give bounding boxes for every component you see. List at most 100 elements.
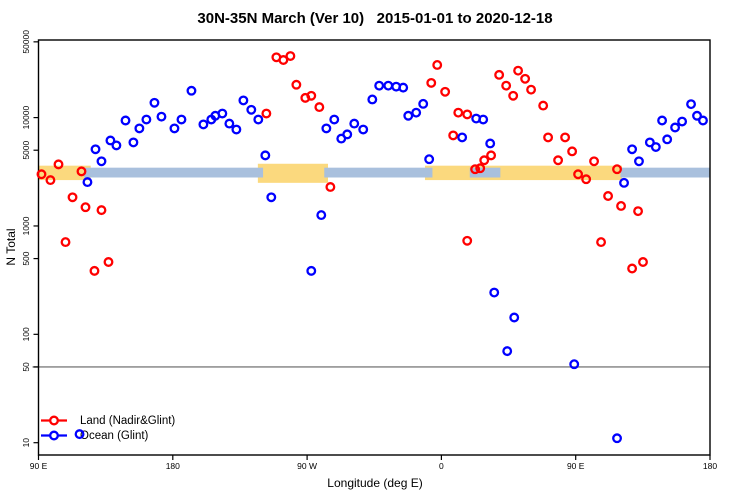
land-point xyxy=(560,132,571,143)
ocean-point xyxy=(424,154,435,165)
land-point xyxy=(432,60,443,70)
ocean-point xyxy=(627,144,638,155)
land-point xyxy=(306,90,317,101)
land-point xyxy=(53,159,64,170)
ocean-point xyxy=(238,95,249,106)
ocean-point xyxy=(489,287,500,298)
land-point xyxy=(633,206,644,217)
land-point xyxy=(553,155,564,166)
ocean-point xyxy=(692,110,702,121)
y-tick-label: 5000 xyxy=(21,140,31,159)
ocean-point xyxy=(96,156,107,167)
ocean-point xyxy=(141,114,152,125)
land-point xyxy=(508,90,519,101)
chart-title: 30N-35N March (Ver 10) 2015-01-01 to 202… xyxy=(197,10,553,27)
land-point xyxy=(526,84,537,95)
land-point xyxy=(543,132,554,143)
land-point xyxy=(67,192,78,203)
land-point xyxy=(627,263,638,274)
y-tick-label: 50 xyxy=(21,362,31,372)
ocean-point xyxy=(509,312,520,323)
ocean-point xyxy=(411,107,422,118)
y-tick-label: 100 xyxy=(21,327,31,341)
land-point xyxy=(36,169,47,180)
land-point xyxy=(96,205,107,216)
x-tick-label: 180 xyxy=(166,461,180,471)
ocean-point xyxy=(329,114,340,125)
ocean-point xyxy=(321,123,332,134)
land-point xyxy=(60,237,71,248)
ocean-point xyxy=(176,114,187,125)
ocean-point xyxy=(650,142,661,152)
ocean-point xyxy=(485,138,496,149)
ocean-point xyxy=(231,124,242,135)
ocean-point xyxy=(398,82,409,93)
ocean-point xyxy=(260,150,271,161)
ocean-point xyxy=(120,115,131,126)
land-point xyxy=(589,156,600,167)
ocean-point xyxy=(342,129,353,140)
x-tick-label: 90 E xyxy=(30,461,48,471)
land-point xyxy=(462,235,473,246)
ocean-point xyxy=(478,114,489,125)
land-point xyxy=(45,175,56,186)
ocean-point xyxy=(677,116,688,127)
land-point xyxy=(285,51,296,61)
legend: Land (Nadir&Glint) Ocean (Glint) xyxy=(40,413,175,443)
land-point xyxy=(612,164,622,175)
land-point xyxy=(538,100,549,111)
ocean-point xyxy=(662,134,673,145)
land-point xyxy=(470,164,481,175)
land-point xyxy=(638,257,648,267)
legend-marker-land xyxy=(41,415,67,426)
ocean-point xyxy=(374,80,385,91)
ocean-point xyxy=(457,132,468,143)
land-point xyxy=(76,166,87,177)
land-point xyxy=(103,257,114,267)
y-tick-label: 50000 xyxy=(21,30,31,54)
ocean-point xyxy=(316,210,327,221)
y-tick-label: 10000 xyxy=(21,106,31,130)
ocean-point xyxy=(74,429,85,440)
legend-marker-ocean xyxy=(41,430,67,441)
land-point xyxy=(453,107,464,118)
ocean-point xyxy=(246,104,257,115)
land-point xyxy=(80,202,91,213)
y-tick-label: 500 xyxy=(21,251,31,265)
land-point xyxy=(325,182,336,192)
land-point xyxy=(494,69,505,80)
land-point xyxy=(520,73,531,84)
x-tick-label: 90 E xyxy=(567,461,585,471)
ocean-point xyxy=(198,119,209,130)
land-point xyxy=(314,102,325,113)
ocean-point xyxy=(169,123,180,134)
ocean-point xyxy=(698,115,708,126)
land-point xyxy=(426,77,437,88)
legend-item-ocean: Ocean (Glint) xyxy=(40,428,175,443)
x-tick-label: 180 xyxy=(703,461,717,471)
ocean-point xyxy=(349,118,360,129)
ocean-point xyxy=(128,137,139,148)
land-point xyxy=(89,265,100,276)
ocean-point xyxy=(82,177,93,188)
x-axis-title: Longitude (deg E) xyxy=(327,476,423,490)
land-point xyxy=(462,109,473,120)
land-point xyxy=(475,163,486,174)
ocean-point xyxy=(224,118,235,129)
land-point xyxy=(603,191,614,201)
x-tick-label: 90 W xyxy=(297,461,317,471)
legend-item-land: Land (Nadir&Glint) xyxy=(40,413,175,428)
ocean-point xyxy=(619,177,629,188)
yellow-density-band xyxy=(424,165,622,181)
land-point xyxy=(261,108,272,119)
ocean-point xyxy=(149,97,160,108)
ocean-point xyxy=(253,114,264,125)
legend-label-ocean: Ocean (Glint) xyxy=(80,429,149,442)
land-point xyxy=(448,130,459,141)
ocean-point xyxy=(403,110,414,121)
ocean-point xyxy=(686,99,696,110)
land-point xyxy=(567,146,578,157)
land-point xyxy=(596,237,607,248)
ocean-point xyxy=(612,433,622,444)
